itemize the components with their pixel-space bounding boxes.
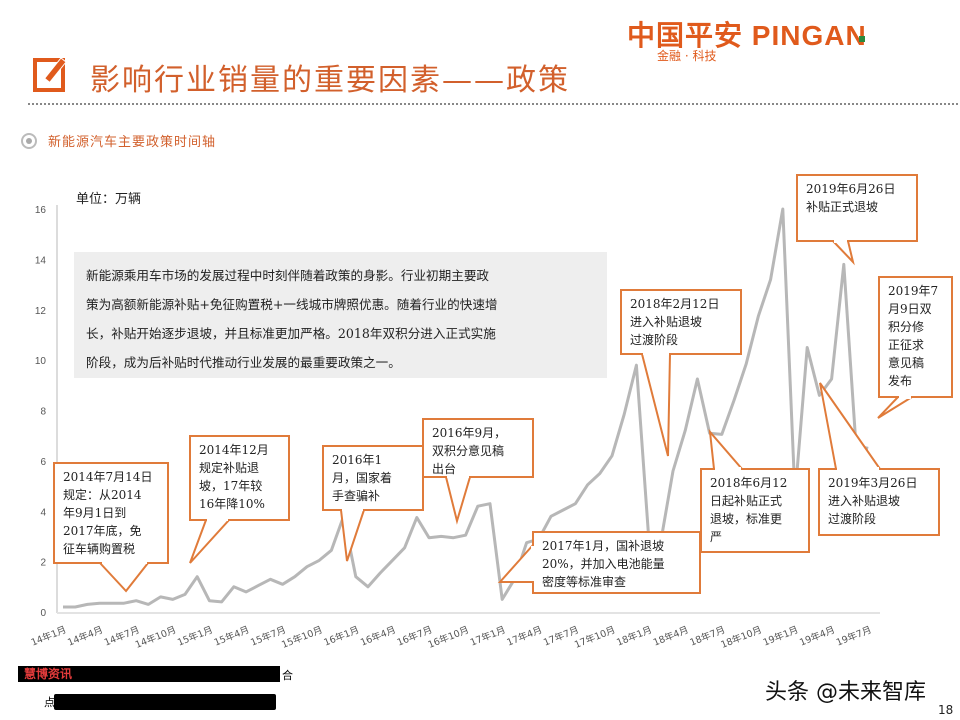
pingan-logo: 中国平安 PINGAN 金融 · 科技 (627, 14, 907, 64)
x-tick-label: 16年4月 (359, 624, 398, 649)
title-divider (28, 103, 958, 105)
callout-2014-07: 2014年7月14日 规定：从2014 年9月1日到 2017年底，免 征车辆购… (53, 462, 169, 564)
logo-green-square-icon (859, 36, 865, 42)
section-subtitle: 新能源汽车主要政策时间轴 (48, 135, 217, 150)
x-tick-label: 17年1月 (468, 624, 507, 649)
radio-bullet-icon (21, 133, 37, 149)
callout-2017-01: 2017年1月，国补退坡 20%，并加入电池能量 密度等标准审查 (532, 531, 701, 594)
x-tick-label: 15年10月 (280, 624, 325, 651)
x-tick-label: 18年4月 (651, 624, 690, 649)
x-tick-label: 19年7月 (834, 624, 873, 649)
x-tick-label: 14年1月 (29, 624, 68, 649)
x-tick-label: 14年10月 (133, 624, 178, 651)
source-label: 慧博资讯 (24, 667, 73, 681)
x-tick-label: 19年1月 (761, 624, 800, 649)
x-tick-label: 16年1月 (322, 624, 361, 649)
callout-2018-02: 2018年2月12日 进入补贴退坡 过渡阶段 (620, 289, 742, 355)
callout-2016-09: 2016年9月， 双积分意见稿 出台 (422, 418, 534, 478)
note-line: 长，补贴开始逐步退坡，并且标准更加严格。2018年双积分进入正式实施 (86, 326, 496, 341)
y-tick-label: 14 (35, 255, 47, 266)
note-line: 阶段，成为后补贴时代推动行业发展的最重要政策之一。 (86, 355, 401, 370)
chart-note: 新能源乘用车市场的发展过程中时刻伴随着政策的身影。行业初期主要政 策为高额新能源… (74, 252, 607, 378)
x-tick-label: 15年1月 (176, 624, 215, 649)
source-end-char: 合 (282, 669, 293, 682)
logo-text: 中国平安 PINGAN (627, 20, 867, 51)
y-tick-label: 2 (40, 558, 46, 569)
callout-2019-06: 2019年6月26日 补贴正式退坡 (796, 174, 918, 242)
callout-2018-06: 2018年6月12 日起补贴正式 退坡，标准更 严 (700, 468, 810, 553)
y-tick-label: 6 (40, 457, 46, 468)
y-tick-label: 4 (40, 507, 46, 518)
x-tick-label: 17年10月 (573, 624, 618, 651)
x-tick-label: 18年10月 (719, 624, 764, 651)
note-line: 新能源乘用车市场的发展过程中时刻伴随着政策的身影。行业初期主要政 (86, 268, 489, 283)
sales-series-line (63, 207, 869, 609)
callout-2016-01: 2016年1 月，国家着 手查骗补 (322, 445, 424, 511)
y-tick-label: 8 (40, 407, 46, 418)
x-tick-label: 17年4月 (505, 624, 544, 649)
page-title: 影响行业销量的重要因素——政策 (90, 63, 570, 98)
callout-2019-07: 2019年7 月9日双 积分修 正征求 意见稿 发布 (878, 276, 953, 398)
y-tick-label: 12 (35, 306, 47, 317)
x-tick-label: 15年4月 (212, 624, 251, 649)
y-tick-label: 10 (35, 356, 47, 367)
pencil-checkbox-icon (33, 57, 67, 92)
logo-tagline: 金融 · 科技 (657, 49, 717, 63)
note-line: 策为高额新能源补贴+免征购置税+一线城市牌照优惠。随着行业的快速增 (86, 297, 498, 312)
x-tick-label: 14年4月 (66, 624, 105, 649)
callout-2019-03: 2019年3月26日 进入补贴退坡 过渡阶段 (818, 468, 940, 536)
chart-unit-label: 单位：万辆 (76, 192, 142, 207)
watermark: 头条 @未来智库 (765, 680, 926, 705)
page-number: 18 (938, 703, 954, 717)
y-tick-label: 0 (40, 608, 46, 619)
redacted-bar (54, 694, 276, 710)
footer-line2-char: 点 (44, 696, 55, 709)
x-tick-label: 19年4月 (798, 624, 837, 649)
callout-2014-12: 2014年12月 规定补贴退 坡，17年较 16年降10% (189, 435, 290, 521)
x-tick-label: 16年10月 (426, 624, 471, 651)
redacted-source-bar (18, 666, 280, 682)
x-tick-label: 18年1月 (615, 624, 654, 649)
y-tick-label: 16 (35, 205, 47, 216)
